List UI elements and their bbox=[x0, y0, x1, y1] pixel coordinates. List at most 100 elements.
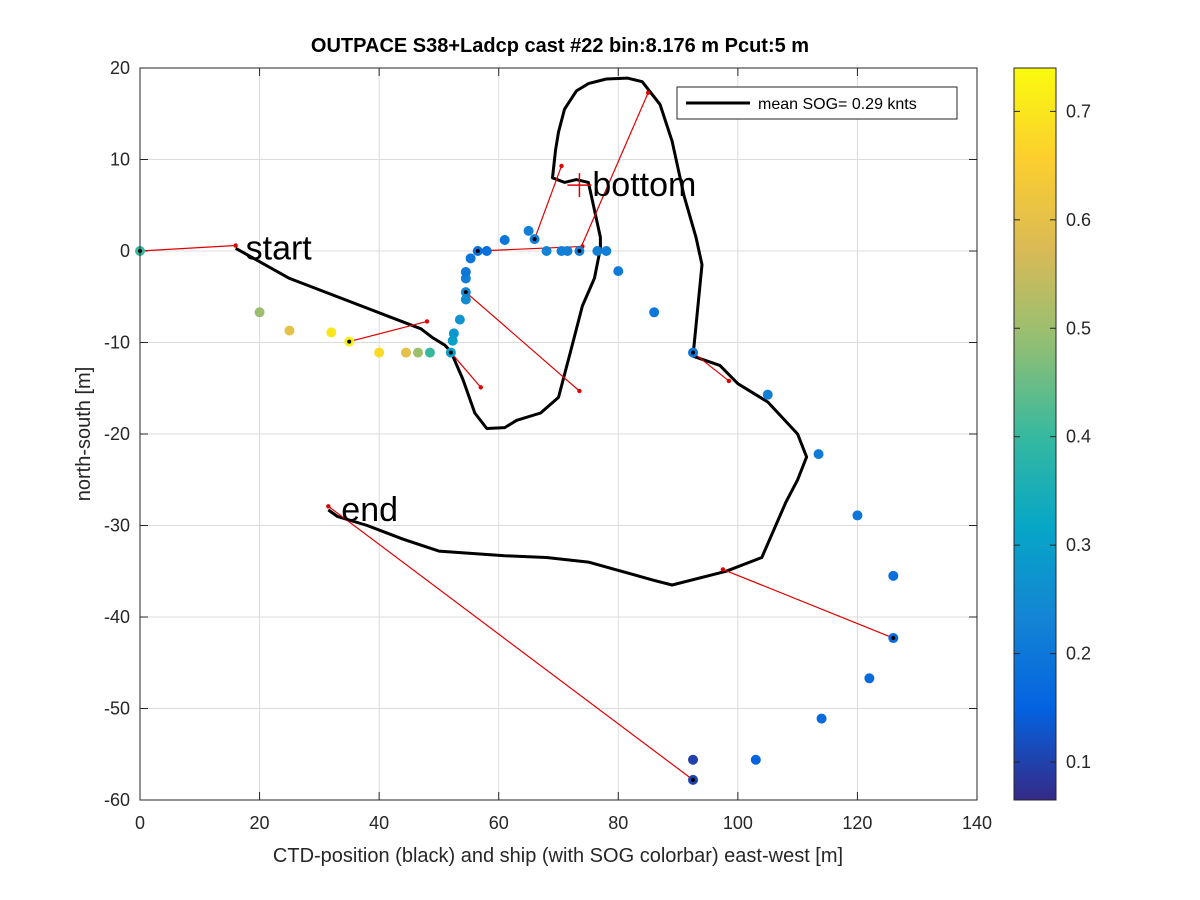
ship-point bbox=[523, 225, 534, 236]
ship-point bbox=[413, 347, 424, 358]
colorbar-tick-label: 0.3 bbox=[1066, 535, 1091, 555]
connection-line bbox=[139, 244, 236, 252]
colorbar-tick-label: 0.5 bbox=[1066, 318, 1091, 338]
y-tick-label: 0 bbox=[120, 241, 130, 261]
ship-point bbox=[481, 246, 492, 256]
ship-sample-marker bbox=[691, 350, 696, 355]
ship-sample-marker bbox=[691, 777, 696, 782]
ctd-marker bbox=[720, 567, 726, 572]
bottom-marker bbox=[567, 173, 592, 198]
ship-sample-marker bbox=[475, 249, 480, 253]
ctd-marker bbox=[424, 319, 430, 324]
ship-point bbox=[284, 325, 295, 336]
connection-line bbox=[327, 505, 694, 781]
ship-point bbox=[374, 347, 385, 358]
x-tick-label: 120 bbox=[842, 813, 872, 833]
y-axis-label: north-south [m] bbox=[73, 367, 95, 502]
y-tick-label: 10 bbox=[110, 150, 130, 170]
ship-point bbox=[688, 754, 699, 765]
plot-area: 0 20 40 60 80 100 120 140 -60 -50 -40 -30 -20 -10 0 10… bbox=[104, 58, 992, 833]
x-tick-label: 0 bbox=[135, 813, 145, 833]
ship-point bbox=[816, 713, 827, 724]
x-tick-label: 20 bbox=[250, 813, 270, 833]
ship-point bbox=[888, 570, 899, 581]
ship-point bbox=[613, 266, 624, 277]
ship-point bbox=[448, 328, 459, 339]
colorbar-ticks: 0.1 0.2 0.3 0.4 0.5 0.6 0.7 bbox=[1014, 101, 1091, 772]
connection-line bbox=[578, 92, 649, 252]
ship-sample-marker bbox=[891, 636, 896, 641]
ctd-track bbox=[234, 76, 809, 587]
ship-point bbox=[424, 347, 435, 358]
colorbar-tick-label: 0.4 bbox=[1066, 427, 1091, 447]
colorbar: 0.1 0.2 0.3 0.4 0.5 0.6 0.7 bbox=[1013, 67, 1091, 801]
connection-line bbox=[349, 320, 428, 343]
colorbar-tick-label: 0.2 bbox=[1066, 644, 1091, 664]
y-tick-label: -50 bbox=[104, 699, 130, 719]
ship-sample-marker bbox=[463, 290, 468, 295]
y-tick-label: -60 bbox=[104, 790, 130, 810]
ship-point bbox=[401, 347, 412, 358]
ship-point bbox=[562, 246, 573, 256]
ctd-track-line bbox=[234, 76, 809, 587]
ctd-marker bbox=[577, 388, 582, 394]
ctd-marker bbox=[726, 378, 732, 384]
ship-sample-marker bbox=[448, 350, 453, 355]
ship-point bbox=[864, 673, 875, 684]
ship-point bbox=[649, 307, 660, 318]
x-tick-label: 80 bbox=[608, 813, 628, 833]
x-axis: 0 20 40 60 80 100 120 140 bbox=[135, 68, 992, 833]
annotation-end: end bbox=[341, 491, 398, 529]
ctd-marker bbox=[326, 504, 331, 509]
annotation-bottom: bottom bbox=[592, 166, 696, 204]
ship-point bbox=[762, 389, 773, 400]
ship-positions bbox=[135, 225, 899, 785]
ship-point bbox=[750, 754, 761, 765]
annotations: start bottom end bbox=[246, 166, 697, 529]
y-tick-label: -40 bbox=[104, 607, 130, 627]
ship-sample-marker bbox=[532, 237, 537, 242]
x-tick-label: 60 bbox=[489, 813, 509, 833]
y-tick-label: -10 bbox=[104, 333, 130, 353]
colorbar-tick-label: 0.7 bbox=[1066, 101, 1091, 121]
connection-line bbox=[534, 165, 563, 240]
y-tick-label: 20 bbox=[110, 58, 130, 78]
colorbar-tick-label: 0.6 bbox=[1066, 210, 1091, 230]
y-tick-label: -30 bbox=[104, 516, 130, 536]
x-tick-label: 40 bbox=[369, 813, 389, 833]
legend: mean SOG= 0.29 knts bbox=[676, 86, 958, 120]
ship-ctd-connections bbox=[139, 90, 894, 781]
plot-frame bbox=[139, 67, 978, 801]
connection-line bbox=[692, 352, 730, 382]
ship-point bbox=[465, 253, 476, 264]
x-tick-label: 100 bbox=[723, 813, 753, 833]
ship-sample-marker bbox=[347, 339, 352, 344]
y-tick-label: -20 bbox=[104, 424, 130, 444]
x-axis-label: CTD-position (black) and ship (with SOG … bbox=[273, 845, 843, 867]
legend-label: mean SOG= 0.29 knts bbox=[758, 96, 917, 113]
ctd-marker bbox=[645, 90, 651, 95]
ship-point bbox=[541, 246, 552, 256]
ship-sample-marker bbox=[577, 249, 582, 253]
ship-point bbox=[813, 449, 824, 460]
ctd-marker bbox=[478, 385, 483, 390]
x-tick-label: 140 bbox=[962, 813, 992, 833]
ship-point bbox=[592, 246, 603, 256]
ship-point bbox=[326, 327, 337, 338]
connection-line bbox=[722, 568, 894, 639]
ship-point bbox=[254, 307, 265, 318]
ctd-marker bbox=[559, 163, 564, 169]
ship-point bbox=[499, 235, 510, 246]
ctd-marker bbox=[233, 243, 238, 248]
connection-line bbox=[450, 352, 482, 388]
ship-point bbox=[601, 246, 612, 256]
ship-point bbox=[460, 267, 471, 278]
annotation-start: start bbox=[246, 229, 313, 267]
colorbar-tick-label: 0.1 bbox=[1066, 752, 1091, 772]
chart-title: OUTPACE S38+Ladcp cast #22 bin:8.176 m P… bbox=[311, 35, 809, 57]
connection-line bbox=[465, 291, 580, 392]
ship-point bbox=[852, 510, 863, 521]
y-axis: -60 -50 -40 -30 -20 -10 0 10 20 bbox=[104, 58, 977, 810]
colorbar-gradient bbox=[1013, 67, 1057, 801]
